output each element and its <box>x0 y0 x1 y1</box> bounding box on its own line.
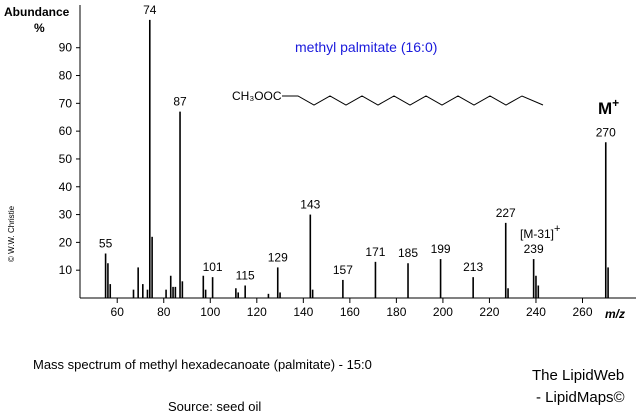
peak-label: 143 <box>300 198 320 212</box>
x-tick-label: 60 <box>111 305 125 319</box>
y-axis-label: Abundance <box>4 5 70 19</box>
peak-label: 74 <box>143 3 157 17</box>
peak-label: 129 <box>268 250 288 264</box>
y-tick-label: 70 <box>59 96 73 110</box>
x-tick-label: 180 <box>386 305 406 319</box>
source: Source: seed oil <box>168 399 261 414</box>
peak-label: 87 <box>173 95 187 109</box>
x-tick-label: 220 <box>479 305 499 319</box>
y-tick-label: 40 <box>59 180 73 194</box>
annotation: [M-31]+ <box>520 223 560 241</box>
annotation-text: M <box>598 99 612 118</box>
x-axis-label: m/z <box>605 307 625 321</box>
y-tick-label: 10 <box>59 263 73 277</box>
peak-label: 171 <box>365 245 385 259</box>
chart-title: methyl palmitate (16:0) <box>295 39 437 55</box>
peak-label: 185 <box>398 246 418 260</box>
structure-label: CH₃OOC <box>232 89 282 103</box>
peak-label: 115 <box>236 268 255 282</box>
y-tick-label: 30 <box>59 208 73 222</box>
x-tick-label: 80 <box>157 305 171 319</box>
peak-label: 239 <box>524 242 544 256</box>
y-tick-label: 20 <box>59 235 73 249</box>
y-tick-label: 60 <box>59 124 73 138</box>
x-tick-label: 160 <box>340 305 360 319</box>
annotation-sup: + <box>612 96 619 110</box>
peak-label: 227 <box>496 206 516 220</box>
annotation: M+ <box>598 96 619 118</box>
brand-sub: - LipidMaps© <box>536 389 625 406</box>
peak-label: 213 <box>463 260 483 274</box>
chain <box>282 95 544 106</box>
x-tick-label: 100 <box>200 305 220 319</box>
x-tick-label: 140 <box>293 305 313 319</box>
annotation-text: [M-31] <box>520 227 554 241</box>
y-tick-label: 50 <box>59 152 73 166</box>
brand: The LipidWeb <box>532 367 624 384</box>
y-tick-label: 90 <box>59 41 73 55</box>
peak-label: 157 <box>333 263 353 277</box>
y-tick-label: 80 <box>59 69 73 83</box>
watermark: © W.W. Christie <box>7 205 16 262</box>
x-tick-label: 200 <box>433 305 453 319</box>
x-tick-label: 240 <box>526 305 546 319</box>
y-axis-unit: % <box>34 21 45 35</box>
peak-label: 199 <box>431 242 451 256</box>
annotation-sup: + <box>554 223 560 235</box>
x-tick-label: 260 <box>572 305 592 319</box>
peak-label: 270 <box>596 125 616 139</box>
caption: Mass spectrum of methyl hexadecanoate (p… <box>33 357 372 372</box>
peak-label: 55 <box>99 237 113 251</box>
peak-label: 101 <box>203 260 223 274</box>
x-tick-label: 120 <box>247 305 267 319</box>
